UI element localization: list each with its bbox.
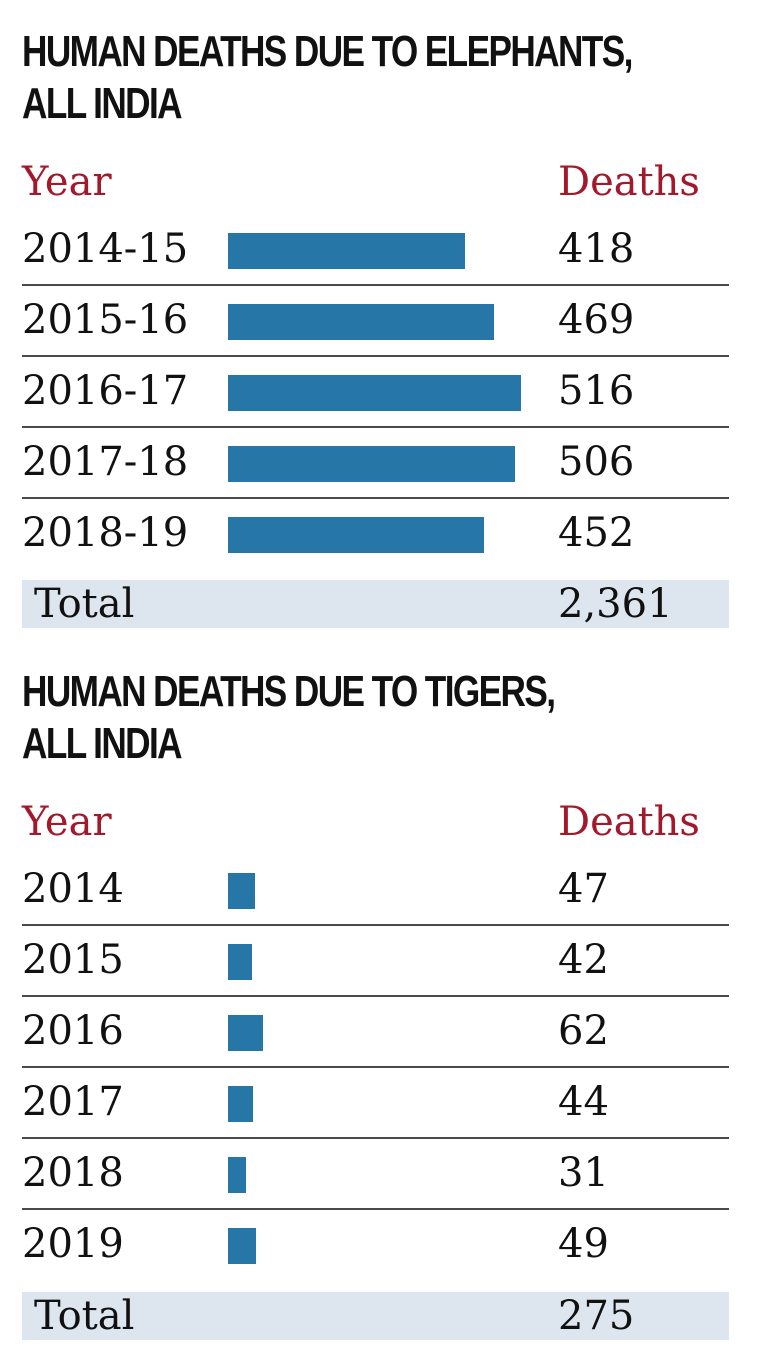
data-row: 2015-16 469 (22, 286, 729, 357)
year-column-header: Year (22, 159, 112, 205)
bar (228, 1086, 253, 1122)
category-label: 2014-15 (22, 226, 189, 272)
bar (228, 304, 495, 340)
category-label: 2019 (22, 1221, 124, 1267)
category-label: 2017-18 (22, 439, 189, 485)
total-label: Total (34, 1293, 135, 1339)
row-separator (22, 355, 729, 357)
total-value: 2,361 (558, 581, 673, 627)
total-value: 275 (558, 1293, 635, 1339)
deaths-column-header: Deaths (558, 799, 700, 845)
value-label: 516 (558, 368, 635, 414)
bar (228, 944, 252, 980)
bar (228, 873, 255, 909)
value-label: 469 (558, 297, 635, 343)
bar (228, 517, 485, 553)
row-separator (22, 924, 729, 926)
category-label: 2014 (22, 866, 124, 912)
data-row: 2016-17 516 (22, 357, 729, 428)
data-row: 2017-18 506 (22, 428, 729, 499)
total-row: Total 275 (22, 1292, 729, 1340)
data-row: 2014-15 418 (22, 215, 729, 286)
data-row: 2018-19 452 (22, 499, 729, 570)
chart-title-line: HUMAN DEATHS DUE TO TIGERS, (22, 667, 556, 716)
total-label: Total (34, 581, 135, 627)
category-label: 2016 (22, 1008, 124, 1054)
value-label: 42 (558, 937, 609, 983)
bar (228, 1228, 256, 1264)
year-column-header: Year (22, 799, 112, 845)
value-label: 418 (558, 226, 635, 272)
row-separator (22, 426, 729, 428)
value-label: 49 (558, 1221, 609, 1267)
category-label: 2018-19 (22, 510, 189, 556)
row-separator (22, 1208, 729, 1210)
bar (228, 1015, 264, 1051)
bar (228, 1157, 246, 1193)
value-label: 44 (558, 1079, 609, 1125)
chart-title-line: HUMAN DEATHS DUE TO ELEPHANTS, (22, 27, 633, 76)
row-separator (22, 995, 729, 997)
data-row: 2017 44 (22, 1068, 729, 1139)
category-label: 2015 (22, 937, 124, 983)
deaths-column-header: Deaths (558, 159, 700, 205)
chart-title-line: ALL INDIA (22, 79, 183, 128)
chart-title: HUMAN DEATHS DUE TO ELEPHANTS, ALL INDIA (22, 26, 633, 130)
row-separator (22, 284, 729, 286)
value-label: 62 (558, 1008, 609, 1054)
data-row: 2016 62 (22, 997, 729, 1068)
row-separator (22, 1066, 729, 1068)
category-label: 2016-17 (22, 368, 189, 414)
value-label: 47 (558, 866, 609, 912)
value-label: 506 (558, 439, 635, 485)
value-label: 31 (558, 1150, 609, 1196)
data-row: 2018 31 (22, 1139, 729, 1210)
data-row: 2015 42 (22, 926, 729, 997)
data-row: 2014 47 (22, 855, 729, 926)
category-label: 2017 (22, 1079, 124, 1125)
bar (228, 446, 516, 482)
chart-title: HUMAN DEATHS DUE TO TIGERS, ALL INDIA (22, 666, 594, 770)
value-label: 452 (558, 510, 635, 556)
data-row: 2019 49 (22, 1210, 729, 1281)
bar (228, 233, 466, 269)
chart-title-line: ALL INDIA (22, 719, 183, 768)
category-label: 2018 (22, 1150, 124, 1196)
bar (228, 375, 521, 411)
row-separator (22, 497, 729, 499)
category-label: 2015-16 (22, 297, 189, 343)
total-row: Total 2,361 (22, 580, 729, 628)
row-separator (22, 1137, 729, 1139)
